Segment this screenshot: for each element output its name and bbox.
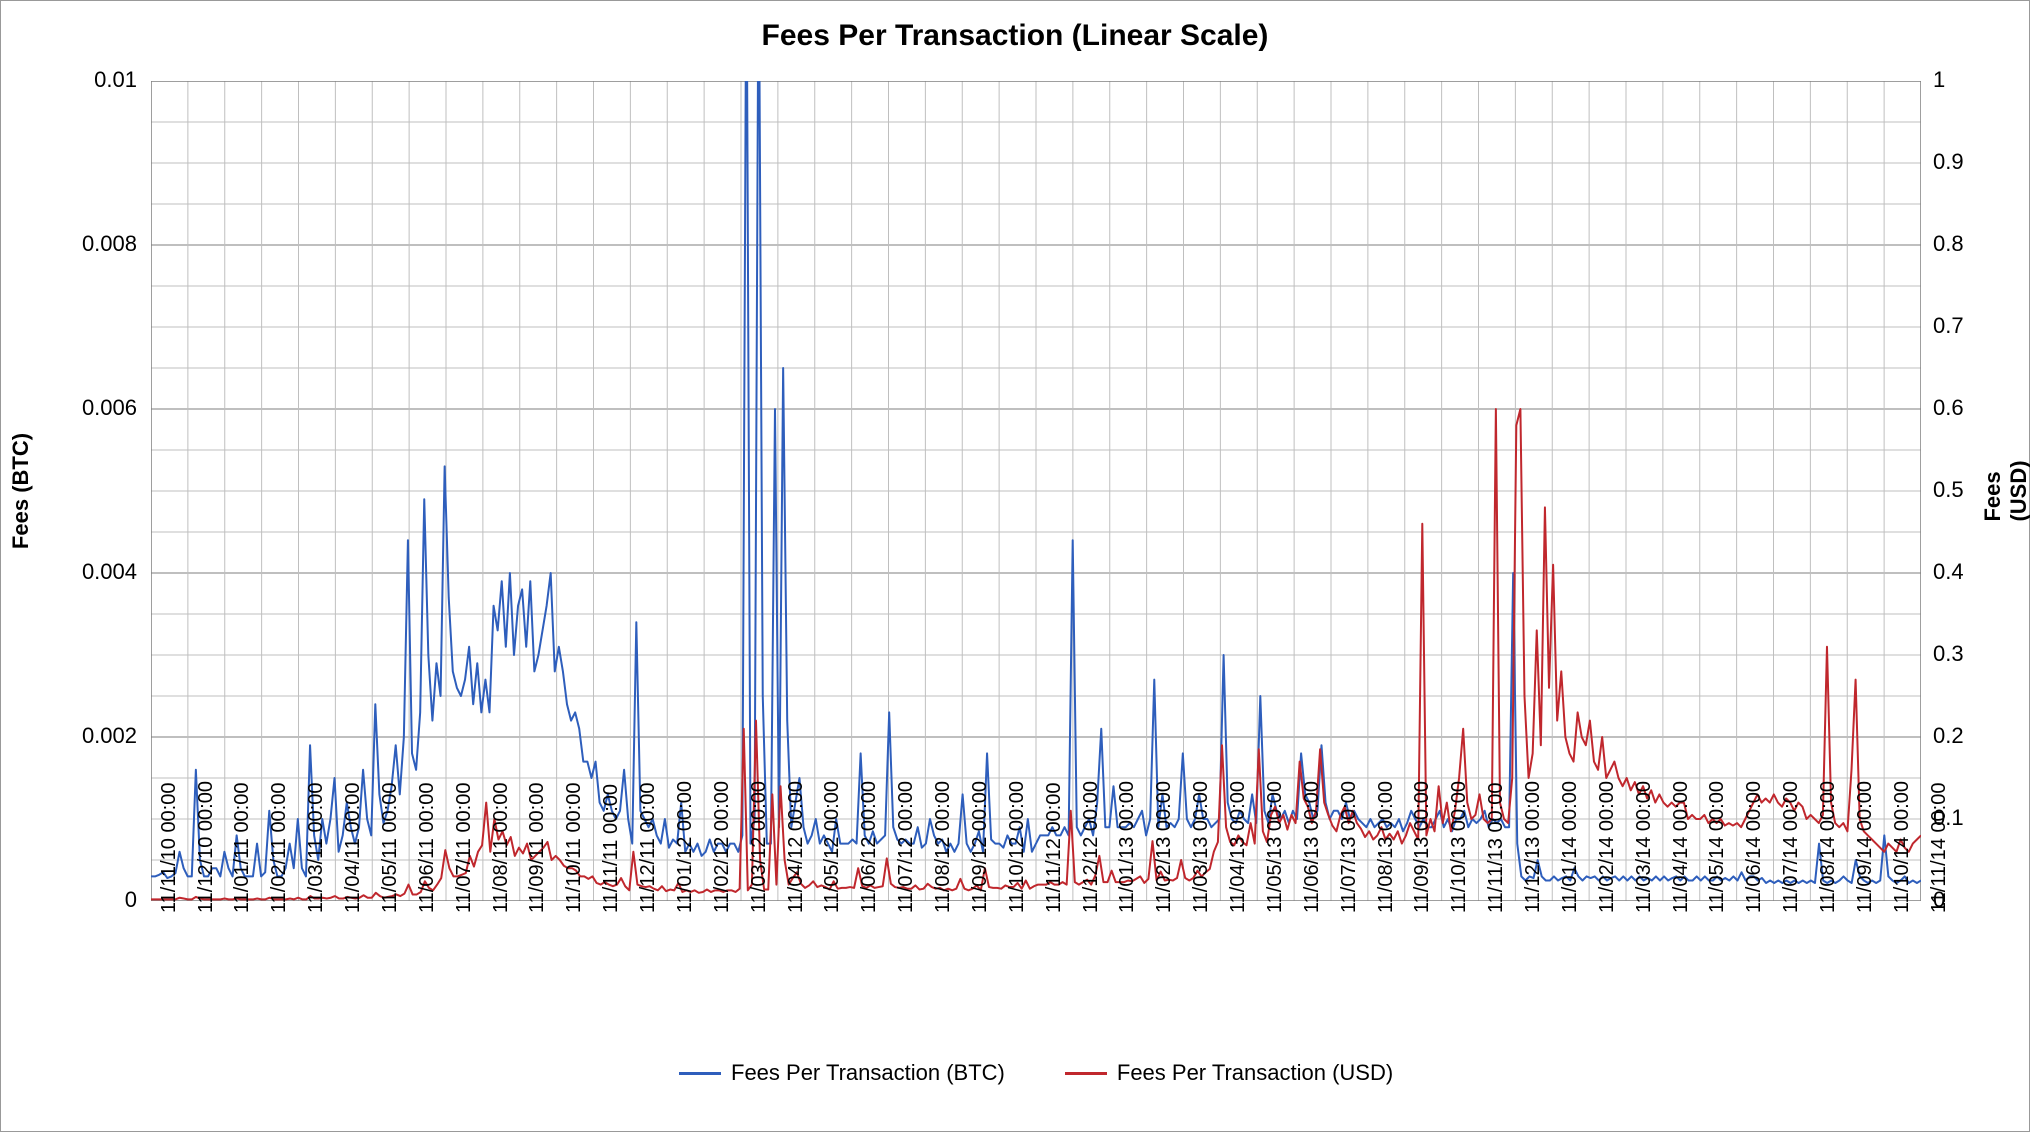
legend-item: Fees Per Transaction (USD)	[1065, 1060, 1393, 1086]
chart-plot	[151, 81, 1921, 901]
x-tick: 11/08/12 00:00	[932, 781, 955, 913]
x-tick: 11/12/12 00:00	[1080, 781, 1103, 913]
x-tick: 11/10/14 00:00	[1891, 781, 1914, 913]
y-left-tick: 0	[1, 887, 137, 913]
x-tick: 11/11/11 00:00	[600, 784, 623, 913]
x-tick: 11/02/13 00:00	[1153, 781, 1176, 913]
y-right-tick: 0.5	[1933, 477, 1964, 503]
y-right-tick: 0.7	[1933, 313, 1964, 339]
x-tick: 11/07/12 00:00	[895, 781, 918, 913]
y-left-tick: 0.008	[1, 231, 137, 257]
x-tick: 11/12/10 00:00	[195, 781, 218, 913]
y-left-tick: 0.004	[1, 559, 137, 585]
y-left-tick: 0.006	[1, 395, 137, 421]
x-tick: 11/01/12 00:00	[674, 781, 697, 913]
x-tick: 11/02/14 00:00	[1596, 781, 1619, 913]
x-tick: 11/04/13 00:00	[1227, 781, 1250, 913]
x-tick: 11/11/10 00:00	[158, 783, 181, 914]
legend-item: Fees Per Transaction (BTC)	[679, 1060, 1005, 1086]
y-right-tick: 0.8	[1933, 231, 1964, 257]
x-tick: 11/07/14 00:00	[1780, 781, 1803, 913]
x-tick: 11/03/11 00:00	[305, 783, 328, 914]
y-right-tick: 0.4	[1933, 559, 1964, 585]
x-tick: 11/04/11 00:00	[342, 783, 365, 914]
x-tick: 11/06/12 00:00	[858, 781, 881, 913]
x-tick: 11/09/13 00:00	[1411, 781, 1434, 913]
legend-label: Fees Per Transaction (BTC)	[731, 1060, 1005, 1086]
x-tick: 11/05/11 00:00	[379, 783, 402, 914]
x-tick: 11/05/14 00:00	[1706, 781, 1729, 913]
legend-swatch	[1065, 1072, 1107, 1075]
y-right-tick: 0.2	[1933, 723, 1964, 749]
x-tick: 11/01/14 00:00	[1559, 781, 1582, 913]
y-right-tick: 1	[1933, 67, 1945, 93]
x-tick: 11/04/14 00:00	[1670, 781, 1693, 913]
x-tick: 11/01/11 00:00	[231, 783, 254, 914]
x-tick: 11/12/11 00:00	[637, 783, 660, 914]
y-right-tick: 0.3	[1933, 641, 1964, 667]
x-tick: 11/10/12 00:00	[1006, 781, 1029, 913]
x-tick: 11/10/11 00:00	[563, 783, 586, 914]
x-tick: 11/09/12 00:00	[969, 781, 992, 913]
x-tick: 11/08/11 00:00	[490, 783, 513, 914]
x-tick: 11/02/11 00:00	[268, 783, 291, 914]
y-left-tick: 0.002	[1, 723, 137, 749]
x-tick: 11/03/13 00:00	[1190, 781, 1213, 913]
x-tick: 11/08/13 00:00	[1375, 781, 1398, 913]
x-tick: 11/07/13 00:00	[1338, 781, 1361, 913]
y-left-tick: 0.01	[1, 67, 137, 93]
x-tick: 11/11/12 00:00	[1043, 783, 1066, 914]
x-tick: 11/04/12 00:00	[785, 781, 808, 913]
y-axis-right-label: Fees (USD)	[1980, 460, 2030, 521]
x-tick: 11/06/11 00:00	[416, 783, 439, 914]
x-tick: 11/09/14 00:00	[1854, 781, 1877, 913]
x-tick: 11/05/12 00:00	[821, 781, 844, 913]
x-tick: 11/08/14 00:00	[1817, 781, 1840, 913]
x-tick: 11/06/14 00:00	[1743, 781, 1766, 913]
x-tick: 11/02/12 00:00	[711, 781, 734, 913]
chart-svg	[151, 81, 1921, 901]
legend-swatch	[679, 1072, 721, 1075]
x-tick: 11/12/13 00:00	[1522, 781, 1545, 913]
x-tick: 11/05/13 00:00	[1264, 781, 1287, 913]
x-tick: 11/03/14 00:00	[1633, 781, 1656, 913]
x-tick: 11/11/13 00:00	[1485, 783, 1508, 914]
legend: Fees Per Transaction (BTC) Fees Per Trans…	[679, 1060, 1393, 1086]
x-tick: 11/11/14 00:00	[1928, 783, 1951, 914]
legend-label: Fees Per Transaction (USD)	[1117, 1060, 1393, 1086]
x-tick: 11/06/13 00:00	[1301, 781, 1324, 913]
x-tick: 11/10/13 00:00	[1448, 781, 1471, 913]
x-tick: 11/03/12 00:00	[748, 781, 771, 913]
x-tick: 11/01/13 00:00	[1116, 781, 1139, 913]
y-right-tick: 0.6	[1933, 395, 1964, 421]
x-tick: 11/07/11 00:00	[453, 783, 476, 914]
y-right-tick: 0.9	[1933, 149, 1964, 175]
x-tick: 11/09/11 00:00	[526, 783, 549, 914]
chart-title: Fees Per Transaction (Linear Scale)	[1, 19, 2029, 53]
y-axis-left-label: Fees (BTC)	[8, 433, 34, 549]
